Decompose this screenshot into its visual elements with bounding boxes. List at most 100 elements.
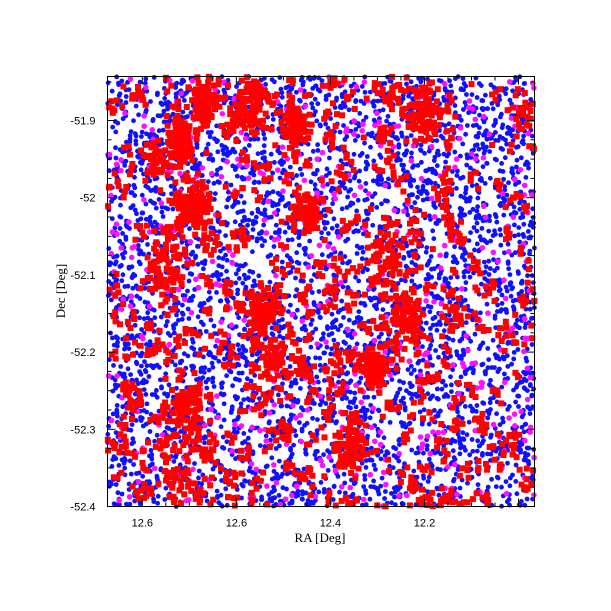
data-point bbox=[240, 344, 246, 349]
data-point bbox=[478, 343, 483, 349]
data-point bbox=[248, 378, 254, 384]
data-point bbox=[134, 471, 139, 476]
data-point bbox=[144, 342, 149, 347]
data-point bbox=[472, 360, 479, 366]
data-point bbox=[473, 215, 479, 221]
data-point bbox=[223, 233, 229, 239]
data-point bbox=[397, 386, 403, 392]
data-point bbox=[315, 101, 321, 107]
data-point bbox=[522, 325, 528, 330]
data-point bbox=[159, 384, 164, 390]
data-point bbox=[366, 319, 371, 324]
data-point bbox=[135, 479, 142, 485]
data-point bbox=[319, 462, 326, 469]
data-point bbox=[218, 174, 225, 180]
data-point bbox=[371, 303, 377, 309]
data-point bbox=[465, 123, 470, 128]
data-point bbox=[113, 385, 119, 391]
data-point bbox=[277, 150, 283, 156]
data-point bbox=[224, 204, 230, 210]
data-point bbox=[214, 337, 220, 344]
data-point bbox=[269, 489, 275, 495]
data-point bbox=[152, 438, 158, 444]
data-point bbox=[138, 250, 144, 256]
data-point bbox=[502, 250, 507, 256]
data-point bbox=[263, 433, 269, 439]
data-point bbox=[225, 221, 230, 226]
data-point bbox=[485, 408, 490, 414]
data-point bbox=[487, 149, 493, 154]
data-point bbox=[395, 123, 402, 129]
data-point bbox=[496, 288, 502, 294]
data-point bbox=[511, 204, 517, 210]
data-point bbox=[499, 307, 504, 313]
data-point bbox=[236, 162, 243, 168]
data-point bbox=[214, 270, 220, 275]
data-point bbox=[118, 364, 124, 369]
data-point bbox=[382, 198, 388, 204]
data-point bbox=[506, 248, 512, 255]
data-point bbox=[486, 272, 492, 277]
data-point bbox=[279, 94, 285, 100]
data-point bbox=[279, 144, 286, 150]
data-point bbox=[179, 316, 185, 322]
data-point bbox=[439, 386, 445, 392]
data-point bbox=[371, 394, 377, 400]
data-point bbox=[492, 212, 498, 217]
data-point bbox=[322, 350, 327, 356]
data-point bbox=[507, 483, 513, 489]
data-point bbox=[509, 166, 515, 171]
data-point bbox=[341, 315, 346, 320]
data-point bbox=[448, 83, 454, 89]
data-point bbox=[240, 218, 246, 224]
data-point bbox=[241, 397, 247, 402]
data-point bbox=[267, 419, 272, 425]
data-point bbox=[501, 212, 507, 218]
data-point bbox=[127, 136, 133, 142]
data-point bbox=[421, 450, 426, 456]
data-point bbox=[248, 137, 253, 142]
data-point bbox=[460, 141, 466, 147]
data-point bbox=[519, 379, 525, 385]
data-point bbox=[515, 347, 521, 352]
data-point bbox=[463, 333, 470, 339]
data-point bbox=[118, 214, 124, 220]
data-point bbox=[241, 317, 247, 324]
data-point bbox=[113, 129, 119, 135]
data-point bbox=[460, 76, 466, 81]
data-point bbox=[139, 161, 145, 166]
data-point bbox=[451, 254, 456, 259]
data-point bbox=[287, 164, 293, 170]
data-point bbox=[262, 211, 268, 217]
data-point bbox=[288, 302, 293, 308]
data-point bbox=[421, 407, 427, 413]
data-point bbox=[331, 337, 337, 343]
data-point bbox=[187, 271, 193, 276]
data-point bbox=[363, 114, 369, 120]
data-point bbox=[268, 151, 274, 157]
data-point bbox=[334, 223, 340, 229]
data-point bbox=[276, 493, 282, 498]
data-point bbox=[225, 197, 231, 203]
data-point bbox=[139, 327, 145, 332]
data-point bbox=[285, 237, 291, 243]
data-point bbox=[441, 242, 448, 249]
data-point bbox=[170, 206, 176, 212]
data-point bbox=[351, 331, 358, 337]
data-point bbox=[362, 477, 368, 482]
data-point bbox=[372, 191, 378, 197]
data-point bbox=[239, 495, 244, 501]
data-point bbox=[316, 242, 323, 249]
data-point bbox=[511, 350, 517, 355]
data-point bbox=[389, 500, 394, 506]
data-point bbox=[371, 337, 378, 344]
data-point bbox=[357, 153, 363, 159]
data-point bbox=[521, 234, 527, 239]
data-point bbox=[495, 369, 501, 374]
data-point bbox=[279, 162, 285, 167]
data-point bbox=[340, 260, 345, 266]
data-point bbox=[346, 107, 352, 113]
data-point bbox=[313, 326, 319, 332]
data-point bbox=[252, 179, 258, 185]
data-point bbox=[485, 310, 491, 317]
